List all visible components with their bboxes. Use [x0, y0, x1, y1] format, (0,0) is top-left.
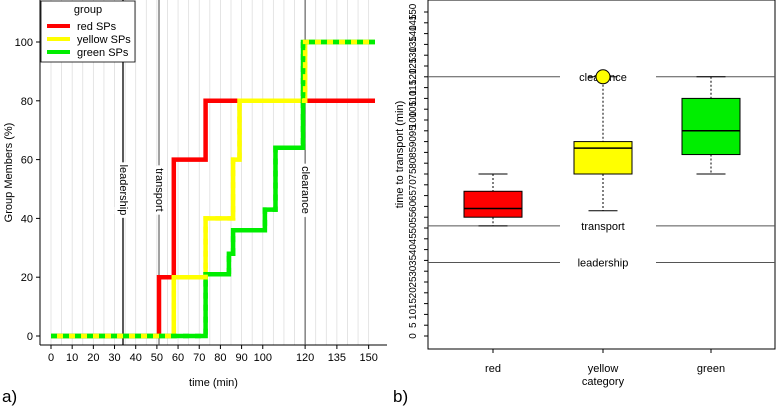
y-tick-label: 120 [408, 68, 419, 85]
reference-label-transport: transport [581, 221, 624, 233]
y-tick-label: 40 [21, 213, 33, 225]
panel-b-box-plot: 0510152025303540455055606570758085909510… [394, 0, 776, 388]
x-tick-label: 150 [359, 352, 377, 364]
y-tick-label: 40 [408, 244, 419, 256]
y-tick-label: 115 [408, 79, 419, 95]
y-tick-label: 15 [408, 298, 419, 310]
y-tick-label: 60 [21, 155, 33, 167]
x-tick-label: green [697, 363, 725, 375]
y-tick-label: 60 [408, 200, 419, 212]
x-axis-label: time (min) [189, 377, 238, 389]
x-tick-label: 120 [296, 352, 314, 364]
panel-label-a: a) [2, 387, 17, 406]
box-green [681, 97, 741, 156]
legend-title: group [74, 4, 102, 16]
y-tick-label: 0 [408, 333, 419, 339]
outlier-point [595, 69, 611, 85]
box-red [463, 190, 523, 218]
x-tick-label: red [485, 363, 501, 375]
y-tick-label: 65 [408, 190, 419, 202]
x-tick-label: 80 [214, 352, 226, 364]
x-tick-label: 70 [193, 352, 205, 364]
x-tick-label: 60 [172, 352, 184, 364]
reference-label-leadership: leadership [578, 258, 629, 270]
x-tick-label: 40 [130, 352, 142, 364]
y-tick-label: 150 [408, 3, 419, 20]
x-tick-label: yellow [588, 363, 619, 375]
y-tick-label: 70 [408, 179, 419, 191]
y-tick-label: 140 [408, 25, 419, 42]
legend-entry: red SPs [77, 21, 117, 33]
legend-entry: green SPs [77, 47, 129, 59]
y-tick-label: 110 [408, 90, 419, 106]
y-tick-label: 35 [408, 254, 419, 266]
x-tick-label: 90 [235, 352, 247, 364]
y-tick-label: 125 [408, 57, 419, 74]
legend-entry: yellow SPs [77, 34, 131, 46]
x-tick-label: 50 [151, 352, 163, 364]
y-tick-label: 75 [408, 168, 419, 180]
y-tick-label: 25 [408, 276, 419, 288]
y-tick-label: 10 [408, 308, 419, 320]
y-tick-label: 100 [15, 37, 33, 49]
x-axis-label: category [582, 376, 625, 388]
y-tick-label: 145 [408, 14, 419, 31]
marker-label-leadership: leadership [117, 165, 129, 216]
box-yellow [573, 141, 633, 175]
series-line-red-sps [51, 98, 375, 339]
y-tick-label: 80 [21, 96, 33, 108]
y-tick-label: 20 [21, 272, 33, 284]
x-tick-label: 135 [328, 352, 346, 364]
y-tick-label: 90 [408, 136, 419, 148]
series-dash-green [51, 39, 375, 339]
y-tick-label: 50 [408, 222, 419, 234]
y-tick-label: 55 [408, 211, 419, 223]
x-tick-label: 0 [48, 352, 54, 364]
y-tick-label: 130 [408, 46, 419, 63]
marker-label-transport: transport [153, 168, 165, 211]
y-tick-label: 135 [408, 36, 419, 53]
y-tick-label: 20 [408, 287, 419, 299]
y-tick-label: 85 [408, 146, 419, 158]
panel-a-step-chart: 0 20 40 60 80 100 0 10 20 30 40 50 60 70 80 90 100 120 135… [3, 0, 387, 389]
y-tick-label: 45 [408, 233, 419, 245]
panel-label-b: b) [393, 387, 408, 406]
y-tick-label: 5 [408, 322, 419, 328]
y-tick-label: 0 [27, 331, 33, 343]
x-tick-label: 100 [254, 352, 272, 364]
y-tick-label: 80 [408, 157, 419, 169]
y-tick-label: 30 [408, 265, 419, 277]
y-axis-label: Group Members (%) [3, 123, 15, 223]
y-tick-label: 105 [408, 100, 419, 117]
x-tick-label: 30 [108, 352, 120, 364]
y-tick-label: 95 [408, 125, 419, 137]
x-tick-label: 20 [87, 352, 99, 364]
marker-label-clearance: clearance [299, 166, 311, 214]
y-tick-label: 100 [408, 111, 419, 128]
y-axis-label: time to transport (min) [394, 101, 406, 209]
x-tick-label: 10 [66, 352, 78, 364]
series-dash-yellow [51, 39, 375, 339]
